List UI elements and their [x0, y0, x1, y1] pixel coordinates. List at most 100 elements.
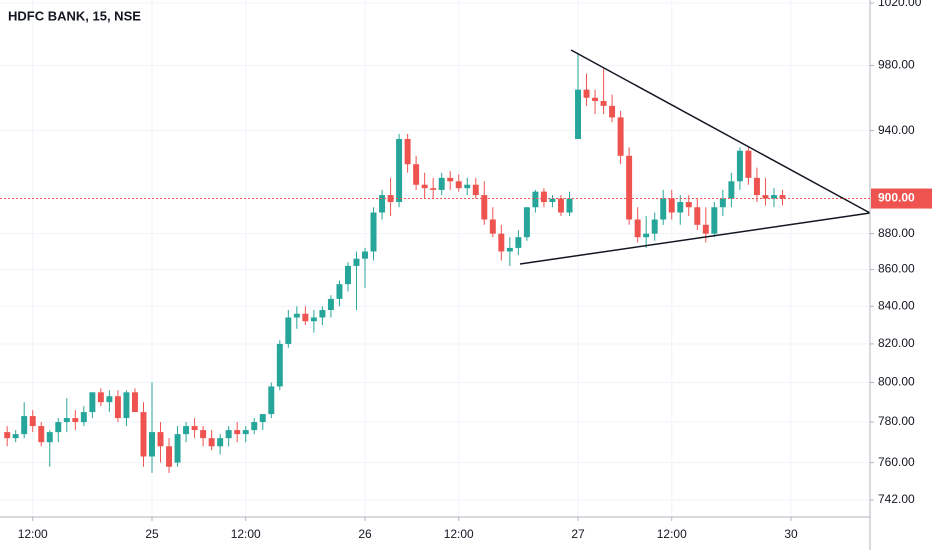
candle-body [251, 422, 258, 431]
candle-body [404, 138, 411, 165]
candle-body [21, 416, 28, 435]
candle-body [413, 164, 420, 185]
candle-body [592, 97, 599, 102]
candle-body [157, 432, 164, 447]
y-tick-label: 860.00 [878, 262, 915, 276]
candle-body [131, 392, 138, 413]
candle-body [55, 422, 62, 433]
candle-body [762, 195, 769, 199]
grid [0, 0, 870, 517]
candle-body [276, 343, 283, 387]
y-tick-label: 1020.00 [878, 0, 922, 9]
candle-body [472, 184, 479, 196]
candle-body [302, 313, 309, 322]
candle-body [353, 258, 360, 266]
candle-body [609, 105, 616, 118]
candle-body [464, 184, 471, 189]
candle-body [489, 219, 496, 234]
candle-body [498, 233, 505, 252]
x-tick-label: 12:00 [444, 527, 474, 541]
candle-body [123, 392, 130, 419]
candle-body [736, 150, 743, 182]
y-tick-label: 780.00 [878, 414, 915, 428]
candle-body [217, 438, 224, 447]
candle-body [259, 414, 266, 423]
candle-body [46, 432, 53, 443]
candle-body [310, 317, 317, 322]
candle-body [600, 101, 607, 106]
candle-body [651, 219, 658, 234]
candle-body [114, 396, 121, 419]
x-tick-label: 12:00 [18, 527, 48, 541]
candle-body [12, 434, 19, 439]
candle-body [89, 392, 96, 413]
candle-body [540, 191, 547, 203]
candle-body [575, 89, 581, 139]
candle-body [677, 202, 684, 213]
x-tick-label: 27 [571, 527, 585, 541]
last-price-label: 900.00 [878, 191, 915, 205]
candle-body [200, 430, 207, 439]
candle-body [97, 392, 104, 403]
candle-body [745, 150, 752, 178]
candle-body [438, 177, 445, 190]
candle-body [583, 89, 590, 98]
candle-body [753, 177, 760, 196]
candle-body [549, 198, 556, 203]
candle-body [694, 207, 701, 225]
candle-body [728, 181, 735, 199]
candle-body [532, 191, 539, 208]
candle-body [515, 237, 522, 248]
candle-body [293, 313, 300, 318]
y-tick-label: 940.00 [878, 123, 915, 137]
candle-body [80, 412, 87, 423]
candle-body [643, 233, 650, 238]
last-price-box [871, 188, 932, 209]
y-tick-label: 880.00 [878, 226, 915, 240]
y-tick-label: 742.00 [878, 492, 915, 506]
candle-body [208, 438, 215, 447]
candle-body [149, 432, 155, 457]
x-tick-label: 26 [358, 527, 372, 541]
x-tick-label: 25 [145, 527, 159, 541]
x-tick-label: 30 [784, 527, 798, 541]
x-tick-label: 12:00 [657, 527, 687, 541]
candle-body [779, 195, 786, 199]
candle-body [455, 181, 462, 189]
candle-body [617, 117, 624, 156]
candle-body [29, 416, 36, 427]
x-tick-label: 12:00 [231, 527, 261, 541]
candle-body [379, 195, 386, 213]
candle-body [626, 155, 633, 220]
candle-body [327, 298, 334, 311]
candle-body [719, 198, 726, 208]
candle-body [634, 219, 641, 238]
candle-body [72, 418, 79, 423]
candle-body [506, 247, 513, 252]
candle-body [166, 446, 173, 467]
candle-body [387, 195, 394, 203]
candle-body [362, 251, 368, 259]
candle-body [668, 198, 675, 213]
candle-body [225, 430, 232, 439]
candle-body [285, 317, 292, 344]
candle-body [242, 430, 249, 435]
candle-body [174, 434, 181, 463]
candle-body [336, 284, 343, 299]
candle-body [234, 430, 241, 435]
candle-body [319, 310, 326, 318]
candle-body [770, 195, 777, 199]
candle-body [38, 426, 45, 443]
candle-body [268, 386, 275, 415]
y-tick-label: 820.00 [878, 336, 915, 350]
candle-body [523, 207, 530, 238]
candle-body [4, 432, 11, 439]
candles [4, 52, 786, 473]
y-tick-label: 980.00 [878, 58, 915, 72]
y-tick-label: 840.00 [878, 298, 915, 312]
trend-line-upper [570, 49, 871, 214]
candle-body [660, 198, 667, 220]
candle-body [685, 202, 692, 208]
candle-body [183, 426, 190, 435]
